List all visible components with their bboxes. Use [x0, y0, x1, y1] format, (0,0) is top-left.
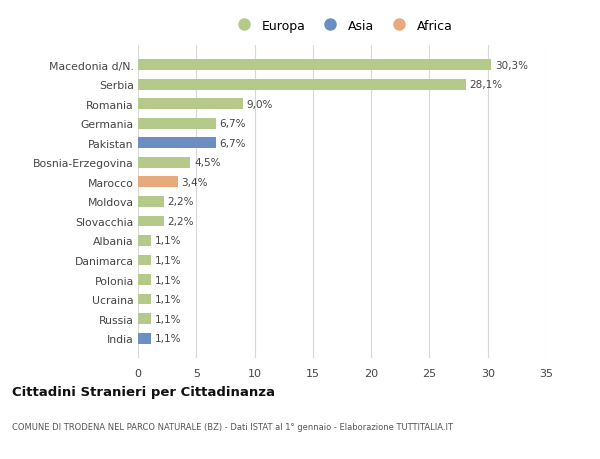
Bar [138, 294, 151, 305]
Bar [138, 274, 151, 285]
Text: 1,1%: 1,1% [154, 256, 181, 265]
Text: 3,4%: 3,4% [181, 178, 208, 187]
Text: 30,3%: 30,3% [495, 61, 528, 70]
Text: 28,1%: 28,1% [469, 80, 502, 90]
Text: 2,2%: 2,2% [167, 217, 194, 226]
Text: 2,2%: 2,2% [167, 197, 194, 207]
Bar [138, 313, 151, 325]
Text: 6,7%: 6,7% [220, 119, 246, 129]
Bar [138, 157, 190, 168]
Bar [138, 79, 466, 90]
Bar [138, 177, 178, 188]
Bar [138, 118, 216, 129]
Text: 1,1%: 1,1% [154, 295, 181, 304]
Text: 1,1%: 1,1% [154, 314, 181, 324]
Bar [138, 333, 151, 344]
Text: 1,1%: 1,1% [154, 334, 181, 343]
Text: 9,0%: 9,0% [247, 100, 273, 109]
Legend: Europa, Asia, Africa: Europa, Asia, Africa [227, 15, 458, 38]
Bar [138, 138, 216, 149]
Text: 4,5%: 4,5% [194, 158, 220, 168]
Bar [138, 60, 491, 71]
Text: Cittadini Stranieri per Cittadinanza: Cittadini Stranieri per Cittadinanza [12, 386, 275, 398]
Bar [138, 196, 164, 207]
Text: 6,7%: 6,7% [220, 139, 246, 148]
Bar [138, 235, 151, 246]
Text: 1,1%: 1,1% [154, 275, 181, 285]
Bar [138, 99, 243, 110]
Text: COMUNE DI TRODENA NEL PARCO NATURALE (BZ) - Dati ISTAT al 1° gennaio - Elaborazi: COMUNE DI TRODENA NEL PARCO NATURALE (BZ… [12, 422, 453, 431]
Bar [138, 255, 151, 266]
Bar [138, 216, 164, 227]
Text: 1,1%: 1,1% [154, 236, 181, 246]
